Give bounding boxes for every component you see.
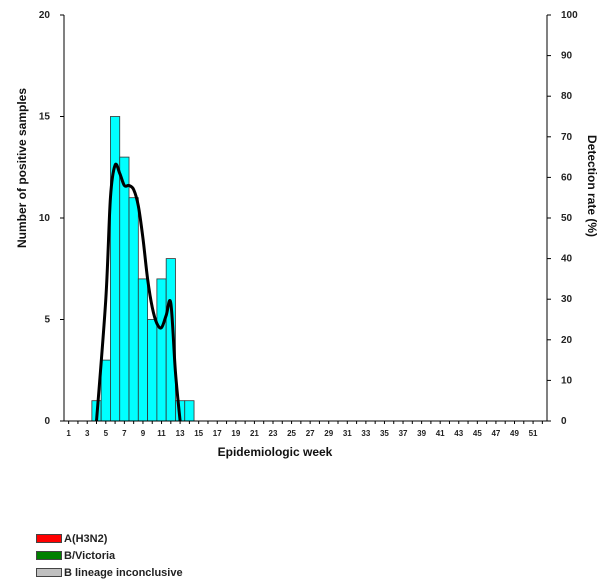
x-tick-label: 9 xyxy=(141,429,146,438)
legend-item: A(H3N2) xyxy=(36,530,183,547)
x-axis-label: Epidemiologic week xyxy=(218,445,333,459)
y-tick-label: 5 xyxy=(44,315,50,326)
x-tick-label: 47 xyxy=(491,429,500,438)
y2-tick-label: 0 xyxy=(561,416,567,427)
y-tick-label: 0 xyxy=(44,416,50,427)
x-tick-label: 35 xyxy=(380,429,389,438)
y2-tick-label: 50 xyxy=(561,213,573,224)
y2-axis-label: Detection rate (%) xyxy=(585,135,599,237)
legend-swatch-victoria xyxy=(36,551,62,560)
x-tick-label: 27 xyxy=(306,429,315,438)
y2-tick-label: 10 xyxy=(561,375,573,386)
legend: A(H3N2) B/Victoria B lineage inconclusiv… xyxy=(36,530,183,581)
y2-tick-label: 70 xyxy=(561,132,573,143)
x-tick-label: 7 xyxy=(122,429,127,438)
x-tick-label: 13 xyxy=(176,429,185,438)
x-tick-label: 3 xyxy=(85,429,90,438)
x-tick-label: 43 xyxy=(454,429,463,438)
bar xyxy=(110,116,121,422)
x-tick-label: 11 xyxy=(157,429,166,438)
y-tick-label: 20 xyxy=(39,10,51,21)
bar xyxy=(128,197,139,422)
bar xyxy=(100,359,111,422)
bar xyxy=(119,156,130,422)
y2-tick-label: 90 xyxy=(561,51,573,62)
x-tick-label: 37 xyxy=(399,429,408,438)
x-tick-label: 25 xyxy=(287,429,296,438)
x-tick-label: 21 xyxy=(250,429,259,438)
bar xyxy=(156,278,167,422)
bars-layer xyxy=(91,116,195,422)
y2-tick-label: 30 xyxy=(561,294,573,305)
x-tick-label: 5 xyxy=(104,429,109,438)
bar xyxy=(147,319,158,422)
x-tick-label: 41 xyxy=(436,429,445,438)
right-y-ticks: 0 10 20 30 40 50 60 70 80 90 100 xyxy=(547,10,578,427)
x-tick-label: 1 xyxy=(66,429,71,438)
x-tick-label: 15 xyxy=(194,429,203,438)
y-tick-label: 15 xyxy=(39,112,51,123)
x-tick-label: 51 xyxy=(529,429,538,438)
x-tick-label: 45 xyxy=(473,429,482,438)
legend-label-inconclusive: B lineage inconclusive xyxy=(64,566,183,579)
legend-item: B lineage inconclusive xyxy=(36,564,183,581)
legend-item: B/Victoria xyxy=(36,547,183,564)
legend-label-victoria: B/Victoria xyxy=(64,549,116,562)
x-tick-label: 17 xyxy=(213,429,222,438)
legend-swatch-inconclusive xyxy=(36,568,62,577)
y2-tick-label: 80 xyxy=(561,91,573,102)
bar xyxy=(184,400,195,422)
x-tick-label: 49 xyxy=(510,429,519,438)
y2-tick-label: 20 xyxy=(561,335,573,346)
detection-rate-line xyxy=(95,162,182,422)
x-tick-label: 33 xyxy=(361,429,370,438)
y-tick-label: 10 xyxy=(39,213,51,224)
x-tick-label: 23 xyxy=(269,429,278,438)
x-tick-label: 31 xyxy=(343,429,352,438)
legend-swatch-h3n2 xyxy=(36,534,62,543)
x-tick-label: 39 xyxy=(417,429,426,438)
legend-label-h3n2: A(H3N2) xyxy=(64,532,108,545)
bar xyxy=(137,278,148,422)
y2-tick-label: 100 xyxy=(561,10,578,21)
left-y-ticks: 0 5 10 15 20 xyxy=(39,10,64,427)
y-axis-label: Number of positive samples xyxy=(15,88,29,248)
x-tick-label: 19 xyxy=(231,429,240,438)
y2-tick-label: 40 xyxy=(561,254,573,265)
x-ticks: 1 3 5 7 9 11 13 15 17 19 21 23 25 27 29 31 33 35 37 39 41 43 4… xyxy=(66,421,543,438)
x-tick-label: 29 xyxy=(324,429,333,438)
y2-tick-label: 60 xyxy=(561,172,573,183)
